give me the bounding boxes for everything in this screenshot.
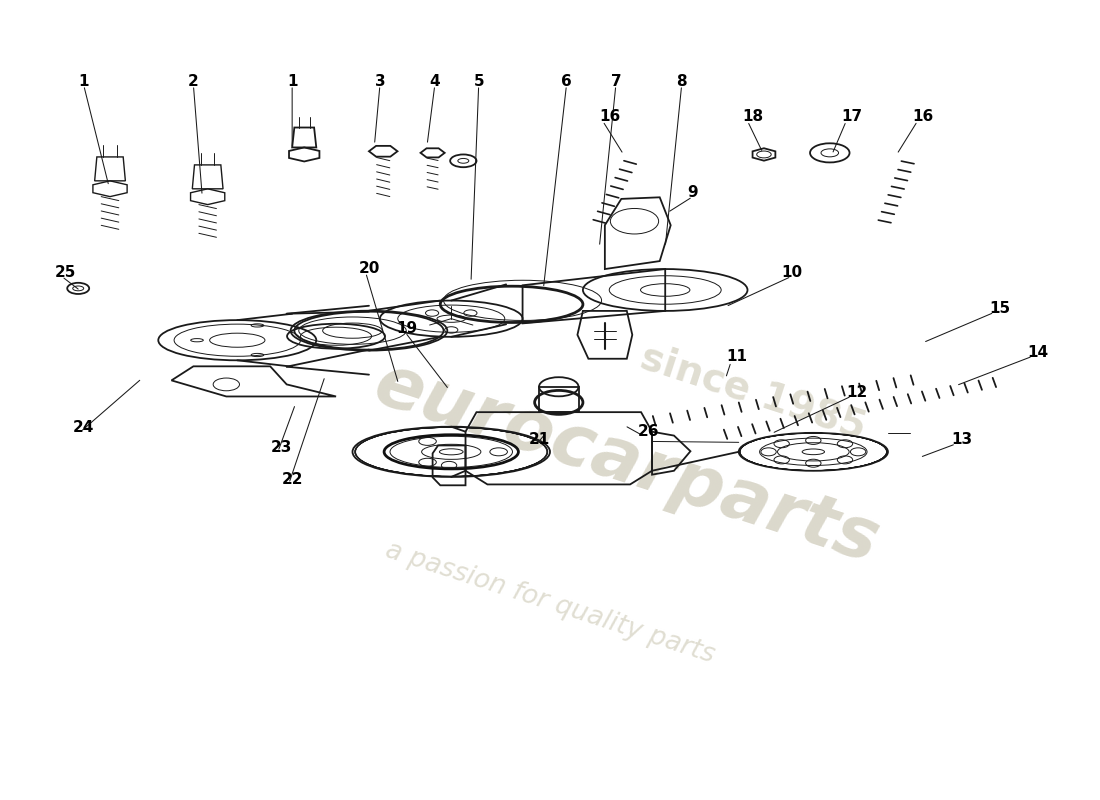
Text: 1: 1 [78, 74, 89, 89]
Text: eurocarparts: eurocarparts [366, 350, 888, 578]
Text: 7: 7 [610, 74, 621, 89]
Text: 24: 24 [73, 421, 95, 435]
Text: 19: 19 [397, 321, 418, 336]
Text: 15: 15 [989, 301, 1011, 316]
Text: 12: 12 [847, 385, 868, 399]
Text: 22: 22 [282, 472, 303, 487]
Text: 4: 4 [429, 74, 440, 89]
Text: a passion for quality parts: a passion for quality parts [382, 538, 718, 669]
Text: 5: 5 [473, 74, 484, 89]
Text: 23: 23 [271, 440, 292, 455]
Text: 13: 13 [950, 432, 972, 447]
Text: 6: 6 [561, 74, 572, 89]
Text: 10: 10 [781, 265, 802, 280]
Text: since 1985: since 1985 [636, 338, 870, 446]
Text: 16: 16 [600, 110, 621, 125]
Text: 2: 2 [188, 74, 199, 89]
Text: 20: 20 [359, 261, 380, 276]
Text: 8: 8 [676, 74, 688, 89]
Text: 1: 1 [287, 74, 297, 89]
Text: 14: 14 [1027, 345, 1048, 360]
Text: 9: 9 [688, 186, 698, 200]
Text: 11: 11 [726, 349, 747, 364]
Text: 3: 3 [375, 74, 385, 89]
Text: 16: 16 [912, 110, 934, 125]
Text: 25: 25 [54, 265, 76, 280]
Text: 17: 17 [842, 110, 862, 125]
Text: 26: 26 [638, 424, 660, 439]
Text: 21: 21 [528, 432, 550, 447]
Text: 18: 18 [742, 110, 763, 125]
